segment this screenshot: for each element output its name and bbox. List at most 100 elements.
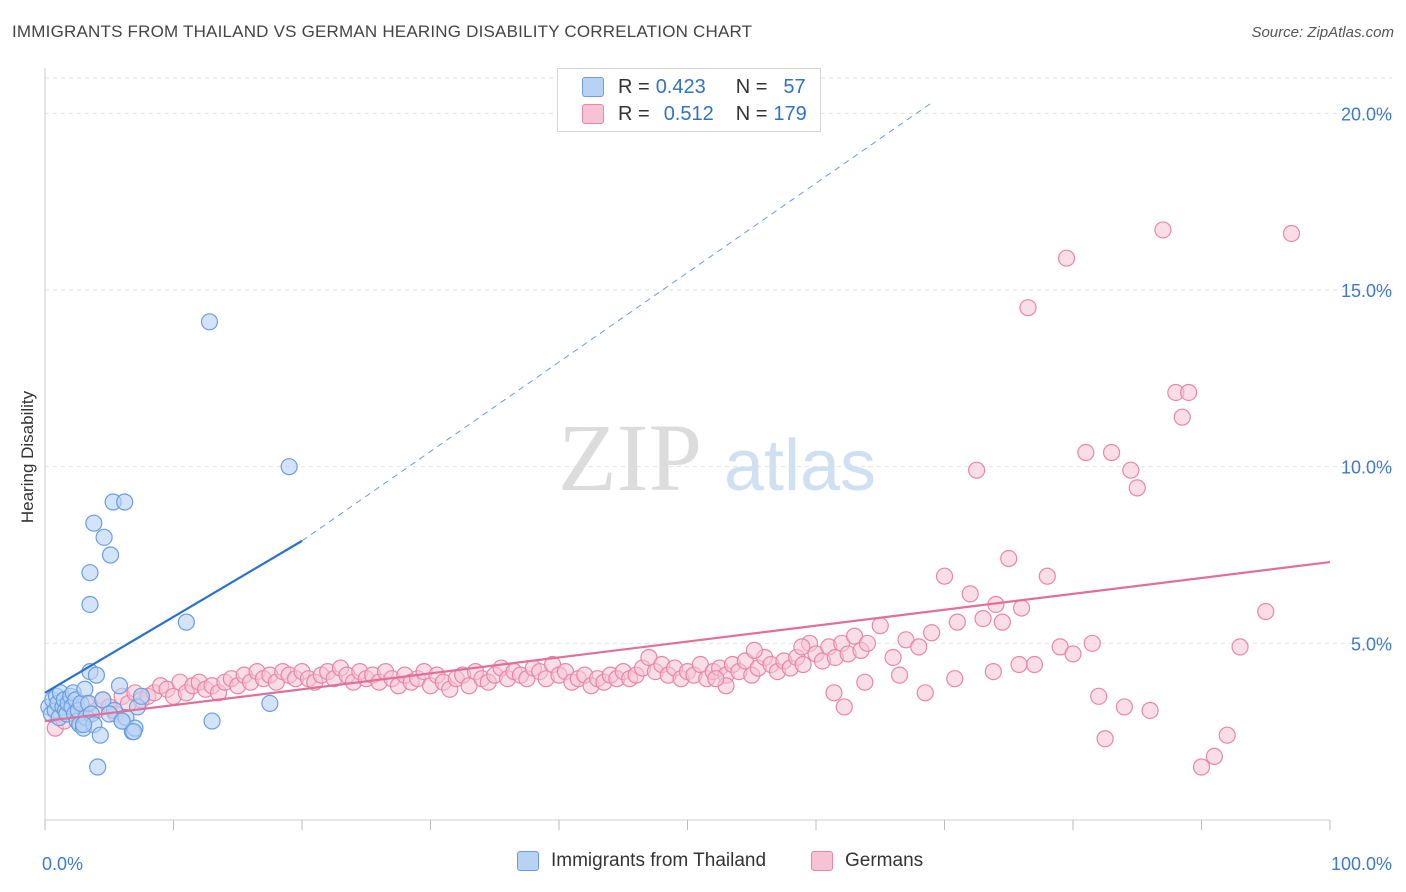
grid-lines [45,77,1392,644]
thailand-point [81,564,99,582]
thailand-point [113,712,131,730]
thailand-point [177,613,195,631]
germans-point [1192,758,1211,776]
germans-point [884,648,902,667]
germans-point [856,673,874,691]
thailand-point [94,691,112,709]
germans-points [46,221,1301,776]
bottom-legend-label: Germans [845,850,924,871]
thailand-point [91,726,109,744]
thailand-trend-extension [301,102,932,542]
legend-r-value: 0.512 [663,102,714,125]
y-tick-label: 5.0% [1351,634,1392,654]
germans-point [948,613,966,631]
thailand-point [280,458,298,476]
germans-point [1218,726,1236,744]
legend-n-value: 57 [783,75,806,98]
bottom-legend-label: Immigrants from Thailand [551,850,767,871]
germans-point [1083,634,1101,652]
x-tick-label: 100.0% [1331,854,1392,874]
bottom-swatch-pink [811,851,833,871]
germans-point [993,613,1011,631]
germans-point [946,670,964,688]
y-tick-label: 10.0% [1341,458,1392,478]
correlation-legend: R = 0.423 N = 57 R = 0.512 N = 179 [557,68,821,132]
germans-point [1102,443,1121,462]
germans-point [1154,221,1172,239]
y-tick-label: 15.0% [1341,281,1392,301]
watermark-atlas: atlas [724,426,876,506]
germans-point [916,684,934,702]
germans-point [1064,645,1082,663]
thailand-point [125,723,143,741]
germans-point [1010,655,1028,674]
germans-point [1012,599,1031,617]
legend-n-value: 179 [773,102,807,125]
trend-lines [44,102,1331,723]
thailand-point [116,493,134,511]
germans-point [890,666,909,684]
legend-row-germans: R = 0.512 N = 179 [582,101,807,127]
germans-point [1173,408,1191,426]
legend-r-label: R = [618,102,650,125]
germans-point [1205,747,1223,766]
source-label: Source: ZipAtlas.com [1251,24,1394,41]
germans-point [1090,687,1108,705]
legend-n-label: N = [735,102,768,125]
legend-swatch-blue [582,77,604,97]
germans-point [1057,249,1076,267]
y-axis-label: Hearing Disability [18,390,37,524]
germans-point [1282,224,1301,243]
watermark: ZIP atlas [558,404,876,511]
bottom-swatch-blue [517,851,539,871]
thailand-point [203,712,221,730]
germans-point [1141,701,1159,720]
thailand-point [261,694,279,713]
thailand-point [85,514,103,532]
thailand-trend-line [44,539,303,694]
thailand-point [81,595,99,614]
legend-r-label: R = [618,75,650,98]
germans-point [935,567,954,585]
germans-point [1096,730,1114,748]
germans-point [1025,655,1044,674]
germans-point [1038,567,1056,585]
germans-point [858,634,877,652]
thailand-point [74,715,93,734]
germans-point [1128,479,1146,497]
thailand-point [132,687,150,705]
germans-point [871,617,889,635]
x-tick-label: 0.0% [42,854,83,874]
germans-point [1122,461,1140,479]
germans-point [793,638,811,656]
legend-r-value: 0.423 [655,75,706,98]
thailand-point [89,758,107,776]
germans-point [1180,383,1198,402]
legend-row-thailand: R = 0.423 N = 57 [582,74,806,100]
watermark-zip: ZIP [558,404,702,511]
germans-point [974,609,992,628]
thailand-point [110,677,129,695]
germans-point [984,662,1002,681]
germans-point [1019,299,1037,317]
germans-point [745,641,763,660]
germans-point [1115,698,1134,716]
germans-point [835,698,853,716]
germans-point [1257,602,1275,621]
thailand-point [101,546,120,564]
thailand-point [95,528,113,546]
legend-n-label: N = [735,75,768,98]
germans-point [961,585,979,603]
chart-title: IMMIGRANTS FROM THAILAND VS GERMAN HEARI… [12,22,753,41]
axes [44,68,1331,830]
germans-point [794,655,812,674]
legend-swatch-pink [582,104,604,124]
y-tick-label: 20.0% [1341,104,1392,124]
germans-point [1000,549,1018,568]
germans-point [825,684,843,702]
germans-point [707,670,725,688]
germans-trend-line [44,560,1331,723]
germans-point [923,624,941,642]
germans-point [1231,638,1249,656]
